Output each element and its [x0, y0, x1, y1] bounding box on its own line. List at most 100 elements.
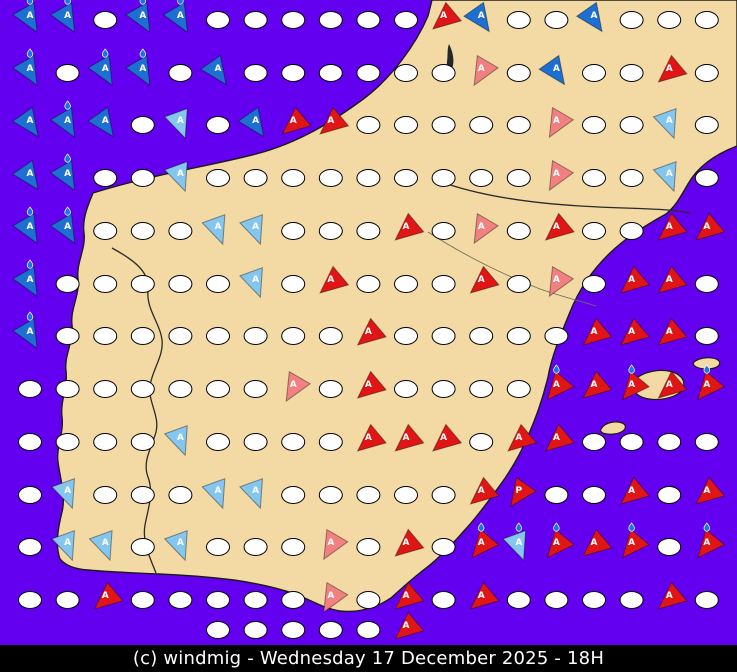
wind-triangle-label: A [666, 64, 673, 74]
border-spain-portugal [111, 247, 163, 574]
wind-triangle-symbol: A [11, 106, 39, 138]
wind-triangle-label: A [27, 116, 34, 126]
wind-triangle-symbol: A [544, 212, 575, 241]
wind-triangle-label: A [403, 222, 410, 232]
precipitation-drop-icon [26, 311, 34, 321]
wind-triangle-label: A [515, 433, 522, 443]
calm-symbol [506, 64, 531, 82]
calm-symbol [168, 591, 193, 609]
wind-triangle-symbol: A [124, 48, 151, 87]
wind-triangle-label: A [628, 275, 635, 285]
calm-symbol [93, 327, 118, 345]
calm-symbol [694, 433, 719, 451]
precipitation-drop-icon [139, 0, 146, 5]
wind-triangle-symbol: A [12, 0, 38, 34]
wind-triangle-symbol: A [237, 106, 265, 138]
wind-triangle-label: A [591, 380, 598, 390]
wind-triangle-label: A [666, 116, 673, 126]
wind-triangle-label: A [27, 11, 34, 21]
wind-triangle-label: A [403, 538, 410, 548]
wind-triangle-label: A [290, 116, 297, 126]
calm-symbol [544, 486, 569, 504]
wind-triangle-symbol: A [199, 54, 227, 86]
wind-triangle-symbol: A [12, 259, 38, 298]
calm-symbol [619, 11, 644, 29]
wind-triangle-label: A [215, 486, 222, 496]
precipitation-drop-icon [64, 206, 71, 216]
wind-triangle-label: A [478, 222, 485, 232]
calm-symbol [619, 64, 644, 82]
wind-triangle-label: A [553, 433, 560, 443]
calm-symbol [394, 486, 418, 504]
calm-symbol [318, 169, 343, 187]
calm-symbol [281, 486, 306, 504]
calm-symbol [694, 591, 719, 609]
wind-triangle-label: A [327, 591, 334, 601]
calm-symbol [469, 433, 494, 451]
calm-symbol [281, 538, 306, 556]
calm-symbol [394, 116, 418, 134]
calm-symbol [93, 433, 118, 451]
wind-triangle-label: A [478, 64, 485, 74]
calm-symbol [394, 327, 418, 345]
wind-triangle-symbol: A [695, 212, 726, 241]
calm-symbol [356, 169, 381, 187]
calm-symbol [356, 486, 381, 504]
wind-triangle-label: A [102, 538, 109, 548]
calm-symbol [130, 169, 155, 187]
wind-triangle-label: A [591, 327, 598, 337]
wind-triangle-label: A [553, 116, 560, 126]
calm-symbol [506, 222, 531, 240]
wind-triangle-label: A [553, 64, 560, 74]
wind-triangle-label: A [703, 380, 710, 390]
calm-symbol [281, 275, 306, 293]
calm-symbol [694, 169, 719, 187]
precipitation-drop-icon [553, 522, 560, 532]
wind-triangle-symbol: A [657, 317, 688, 346]
wind-triangle-symbol: A [12, 206, 38, 245]
wind-triangle-label: A [102, 591, 109, 601]
wind-triangle-symbol: A [546, 364, 575, 401]
wind-triangle-symbol: A [431, 1, 463, 30]
wind-triangle-symbol: A [394, 581, 425, 610]
calm-symbol [281, 433, 306, 451]
wind-triangle-label: A [252, 275, 259, 285]
wind-triangle-symbol: A [12, 48, 38, 87]
precipitation-drop-icon [628, 364, 635, 374]
wind-triangle-symbol: A [356, 370, 387, 399]
wind-triangle-symbol: A [93, 581, 124, 610]
wind-triangle-symbol: A [124, 0, 151, 34]
wind-triangle-symbol: A [281, 106, 312, 135]
calm-symbol [394, 380, 418, 398]
calm-symbol [356, 621, 381, 639]
wind-triangle-symbol: A [657, 581, 688, 610]
wind-triangle-symbol: A [546, 522, 575, 559]
wind-triangle-label: A [553, 538, 560, 548]
calm-symbol [394, 275, 418, 293]
wind-triangle-symbol: A [657, 265, 688, 294]
calm-symbol [93, 486, 118, 504]
wind-triangle-symbol: A [49, 206, 76, 245]
calm-symbol [130, 486, 155, 504]
precipitation-drop-icon [26, 0, 34, 5]
wind-triangle-label: A [177, 538, 184, 548]
calm-symbol [431, 169, 456, 187]
calm-symbol [431, 275, 456, 293]
calm-symbol [431, 327, 456, 345]
wind-triangle-label: A [64, 169, 71, 179]
precipitation-drop-icon [628, 522, 635, 532]
calm-symbol [394, 169, 418, 187]
calm-symbol [506, 169, 531, 187]
wind-triangle-label: A [102, 64, 109, 74]
wind-triangle-label: A [553, 222, 560, 232]
wind-triangle-label: A [27, 275, 34, 285]
calm-symbol [281, 591, 306, 609]
calm-symbol [318, 380, 343, 398]
wind-triangle-symbol: A [162, 0, 189, 34]
calm-symbol [130, 380, 155, 398]
wind-triangle-label: A [440, 433, 447, 443]
wind-triangle-label: A [478, 486, 485, 496]
wind-triangle-label: A [628, 380, 635, 390]
precipitation-drop-icon [26, 206, 34, 216]
